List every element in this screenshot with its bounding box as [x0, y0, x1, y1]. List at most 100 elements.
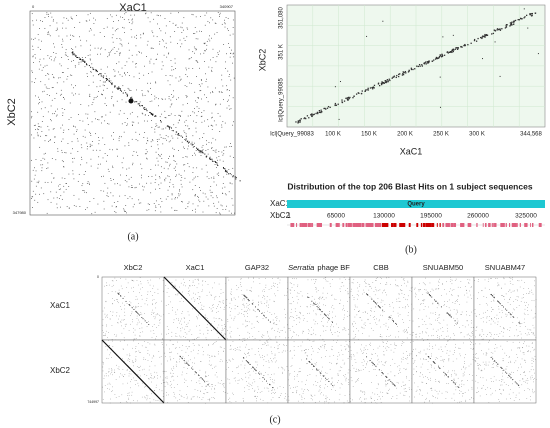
- dot: [228, 379, 230, 381]
- dot: [383, 346, 384, 347]
- dot: [188, 355, 189, 356]
- dot: [110, 51, 112, 53]
- dot: [414, 360, 416, 361]
- dot: [212, 125, 214, 127]
- dot: [57, 148, 59, 150]
- dot: [236, 285, 237, 286]
- dot: [189, 285, 191, 286]
- dot: [214, 355, 215, 357]
- dot: [170, 359, 172, 361]
- dot: [429, 342, 430, 344]
- dot: [328, 402, 329, 404]
- dot: [355, 93, 358, 95]
- dot: [448, 358, 450, 359]
- dot: [195, 131, 197, 133]
- dot: [464, 326, 466, 328]
- dot: [288, 399, 290, 401]
- dot: [106, 375, 107, 377]
- dot: [381, 299, 382, 301]
- dot: [360, 400, 362, 402]
- dot: [267, 310, 268, 312]
- dot: [430, 291, 431, 292]
- dot: [114, 394, 116, 395]
- dot: [262, 334, 263, 336]
- dot: [382, 82, 384, 85]
- dot: [190, 115, 191, 116]
- dot: [196, 76, 197, 78]
- dot: [196, 382, 197, 383]
- dot: [223, 303, 224, 304]
- dot: [72, 170, 74, 172]
- dot: [108, 78, 110, 79]
- dot: [356, 380, 357, 382]
- dot: [404, 391, 406, 392]
- dot: [155, 302, 157, 303]
- dot: [256, 361, 258, 363]
- dot: [220, 289, 222, 290]
- dot: [254, 391, 255, 392]
- dot: [365, 286, 367, 287]
- dot: [464, 360, 465, 362]
- dot: [165, 381, 167, 383]
- dot: [274, 286, 275, 288]
- dot: [115, 212, 117, 214]
- dot: [109, 373, 111, 375]
- dot: [336, 323, 337, 325]
- dot: [207, 332, 209, 334]
- dot: [388, 316, 390, 318]
- dot: [192, 343, 194, 344]
- dot: [328, 380, 330, 382]
- dot: [161, 172, 162, 173]
- dot: [126, 370, 128, 371]
- dot: [140, 163, 142, 165]
- dot: [167, 136, 169, 138]
- dot: [143, 107, 145, 109]
- dot: [437, 381, 439, 382]
- dot: [147, 342, 149, 343]
- dot: [102, 84, 104, 86]
- dot: [193, 395, 195, 397]
- dot: [387, 328, 388, 330]
- dot: [359, 317, 361, 318]
- dot: [32, 190, 34, 192]
- dot: [218, 201, 220, 203]
- dot: [142, 95, 144, 97]
- dot: [261, 336, 262, 338]
- dot: [401, 290, 403, 292]
- dot: [480, 36, 482, 39]
- dot: [230, 336, 232, 338]
- dot: [151, 100, 153, 102]
- dot: [179, 119, 180, 121]
- dot: [381, 370, 382, 371]
- dot: [194, 357, 195, 359]
- dot: [189, 82, 190, 84]
- dot: [334, 384, 336, 386]
- dot: [229, 95, 230, 97]
- dot: [156, 384, 157, 386]
- dot: [103, 208, 105, 210]
- dot: [281, 351, 283, 353]
- dot: [315, 287, 316, 288]
- dot: [230, 345, 231, 347]
- dot: [431, 60, 433, 62]
- dot: [160, 182, 162, 184]
- dot: [420, 304, 421, 305]
- dot: [262, 377, 264, 379]
- dot: [195, 100, 196, 102]
- dot: [254, 381, 256, 383]
- dot: [232, 53, 234, 55]
- dot: [285, 337, 286, 339]
- dot: [143, 341, 145, 342]
- dot: [219, 346, 221, 348]
- dot: [155, 126, 157, 127]
- dotplot-cell: [473, 276, 537, 341]
- dot: [35, 159, 37, 160]
- dot: [171, 193, 173, 195]
- dot: [59, 77, 61, 79]
- dot: [465, 399, 467, 401]
- dot: [151, 94, 152, 95]
- dot: [421, 338, 423, 339]
- dot: [96, 70, 98, 72]
- dot: [208, 363, 210, 365]
- dot: [243, 400, 244, 401]
